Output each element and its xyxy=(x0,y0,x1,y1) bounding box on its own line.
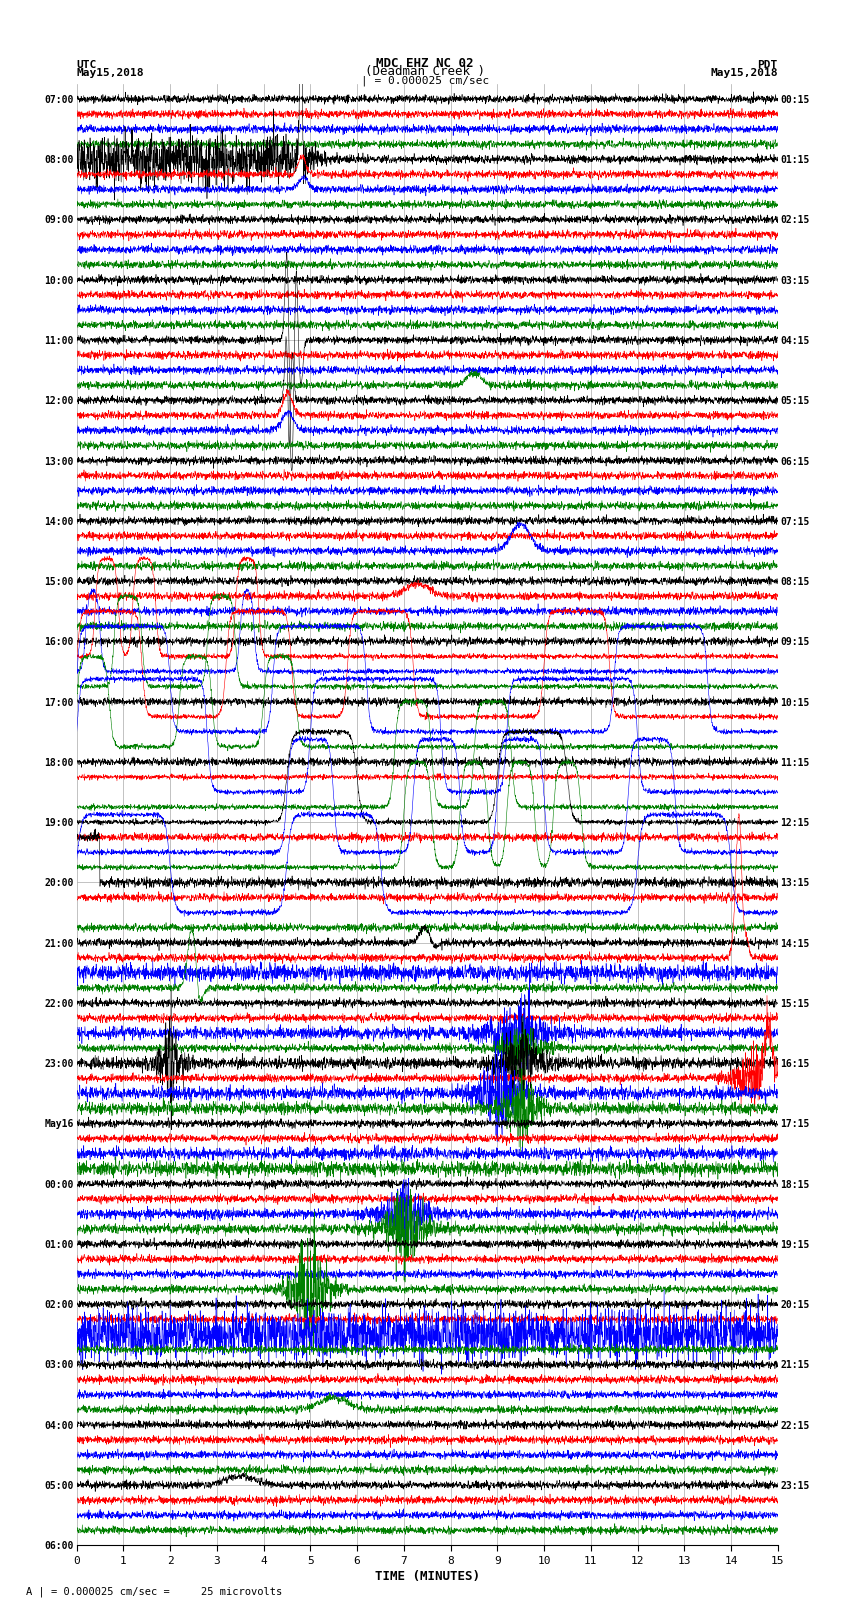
Text: PDT: PDT xyxy=(757,60,778,71)
Text: May15,2018: May15,2018 xyxy=(76,68,144,77)
Text: (Deadman Creek ): (Deadman Creek ) xyxy=(365,65,485,77)
Text: | = 0.000025 cm/sec: | = 0.000025 cm/sec xyxy=(361,76,489,85)
Text: May15,2018: May15,2018 xyxy=(711,68,778,77)
Text: MDC EHZ NC 02: MDC EHZ NC 02 xyxy=(377,56,473,71)
X-axis label: TIME (MINUTES): TIME (MINUTES) xyxy=(375,1569,479,1582)
Text: UTC: UTC xyxy=(76,60,97,71)
Text: A | = 0.000025 cm/sec =     25 microvolts: A | = 0.000025 cm/sec = 25 microvolts xyxy=(26,1586,281,1597)
